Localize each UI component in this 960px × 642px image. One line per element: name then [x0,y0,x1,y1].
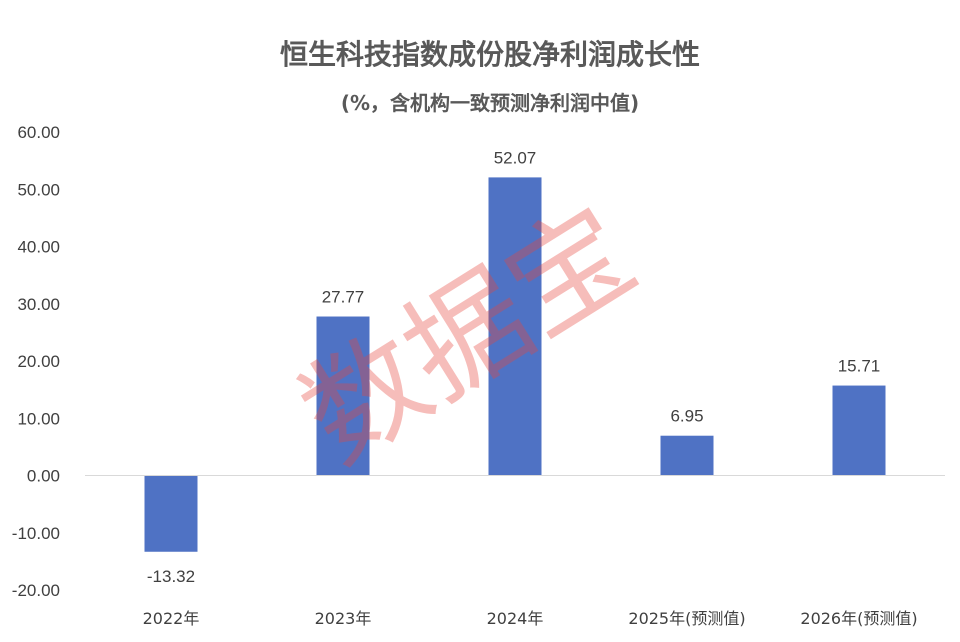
y-tick-label: 40.00 [17,238,60,257]
y-tick-label: 60.00 [17,123,60,142]
bars [144,177,886,552]
data-labels: -13.32 27.77 52.07 6.95 15.71 [147,148,880,585]
data-label: -13.32 [147,567,195,586]
y-tick-label: -20.00 [12,581,60,600]
bar [316,316,370,476]
x-axis: 2022年 2023年 2024年 2025年(预测值) 2026年(预测值) [143,609,918,628]
data-label: 6.95 [670,407,703,426]
chart-subtitle: (%，含机构一致预测净利润中值) [341,91,639,115]
watermark: 数据宝 [279,181,658,490]
x-tick-label: 2026年(预测值) [800,609,917,628]
x-tick-label: 2023年 [315,609,372,628]
bar [488,177,542,476]
y-tick-label: 10.00 [17,409,60,428]
data-label: 52.07 [494,148,537,167]
data-label: 27.77 [322,288,365,307]
bar [144,475,198,552]
bar [660,435,714,476]
data-label: 15.71 [838,357,881,376]
y-tick-label: 50.00 [17,180,60,199]
y-tick-label: -10.00 [12,524,60,543]
x-tick-label: 2025年(预测值) [628,609,745,628]
x-tick-label: 2024年 [487,609,544,628]
bar [832,385,886,476]
y-tick-label: 20.00 [17,352,60,371]
y-tick-label: 0.00 [27,467,60,486]
x-tick-label: 2022年 [143,609,200,628]
chart-title: 恒生科技指数成份股净利润成长性 [280,38,700,71]
y-tick-label: 30.00 [17,295,60,314]
y-axis: 60.00 50.00 40.00 30.00 20.00 10.00 0.00 -10.00… [12,123,60,600]
